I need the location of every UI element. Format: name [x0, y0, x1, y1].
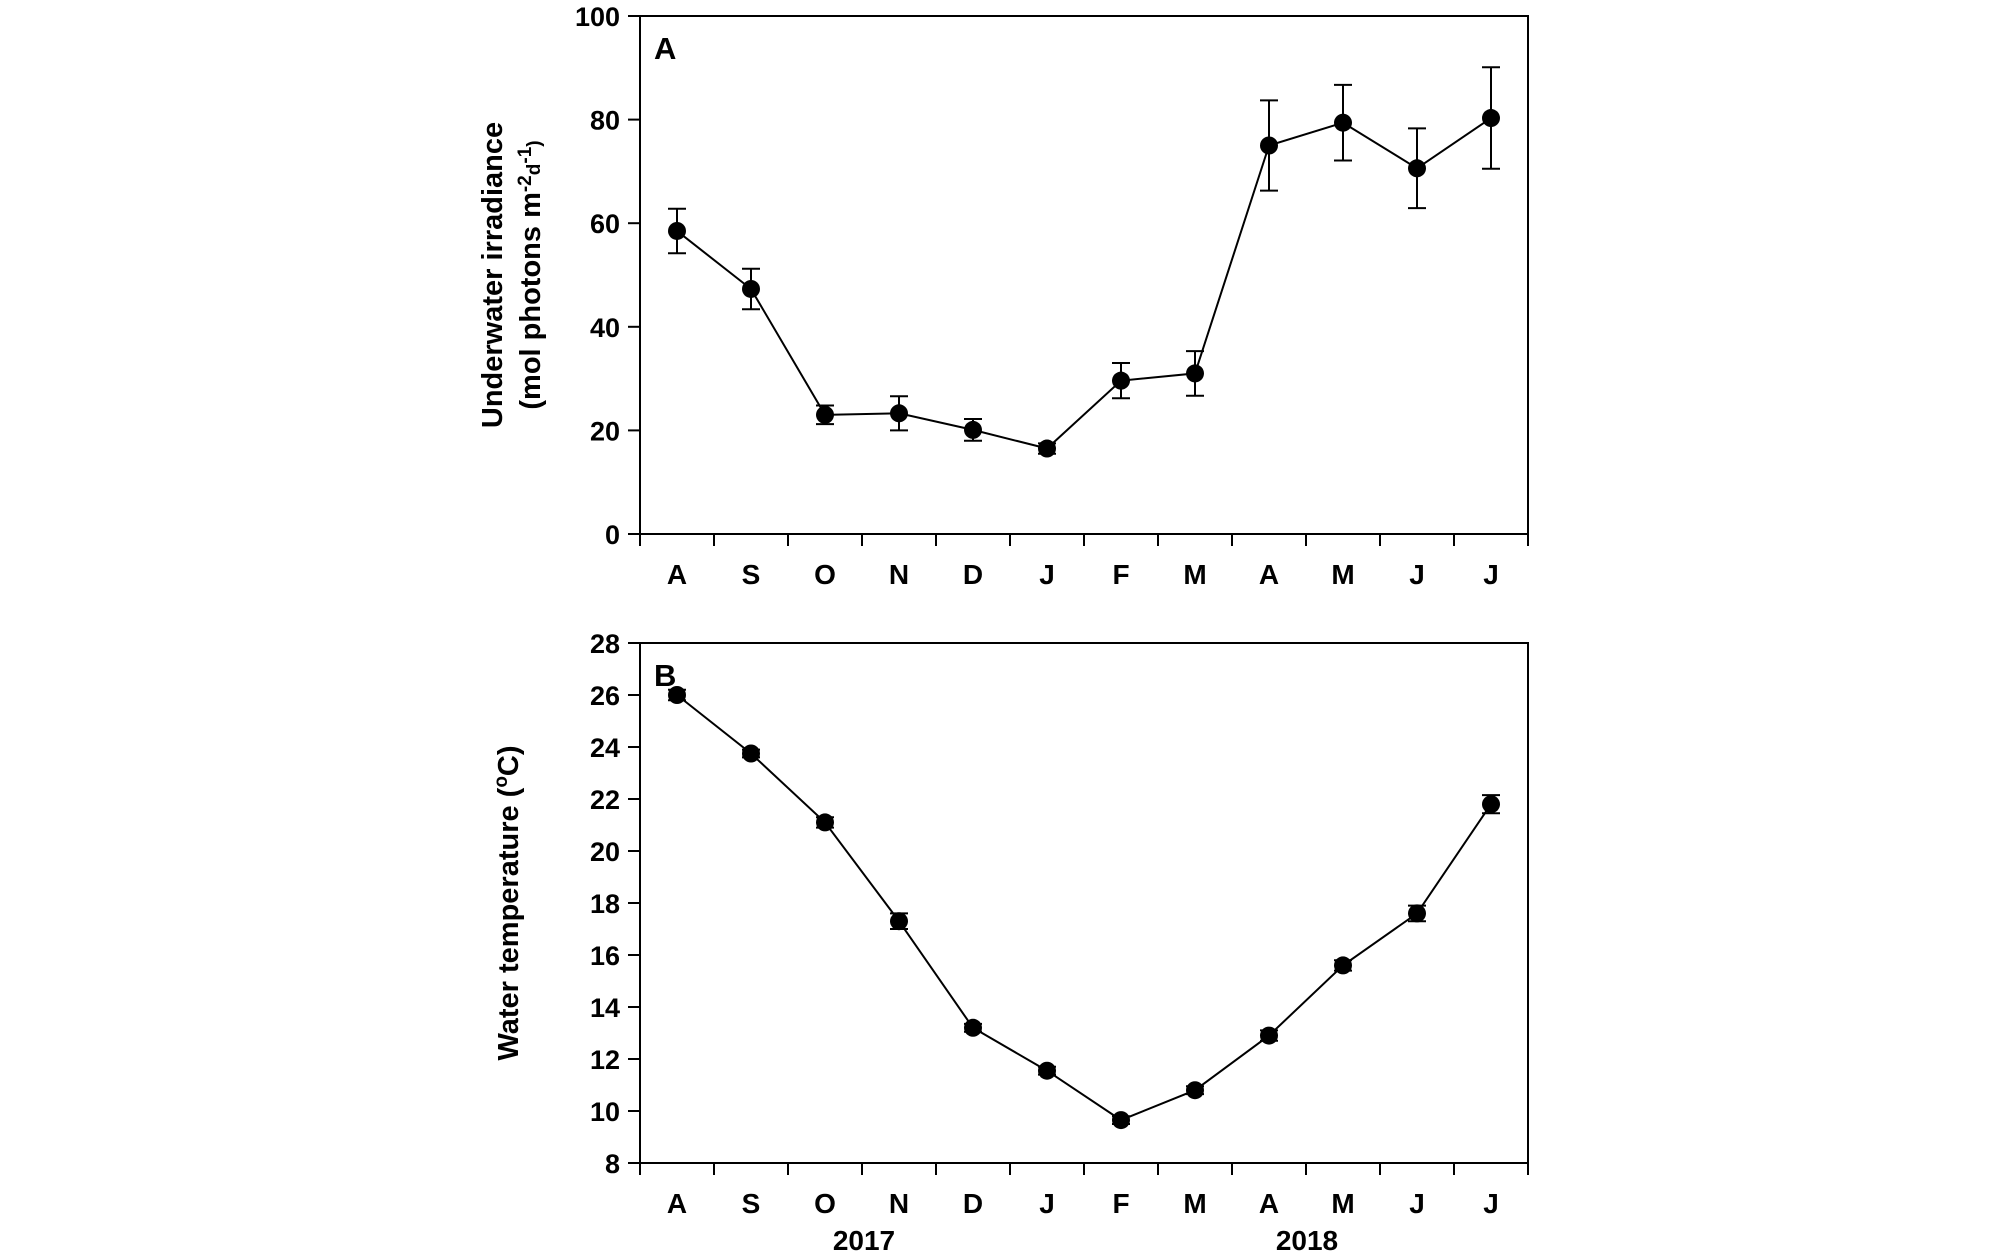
y-tick-label: 24	[590, 733, 620, 763]
y-axis-label-part: (mol photons m	[515, 192, 547, 409]
x-tick-label: S	[742, 1188, 761, 1219]
x-tick-label: J	[1483, 1188, 1499, 1219]
data-point	[890, 404, 908, 423]
data-point	[890, 912, 908, 931]
data-point	[964, 1018, 982, 1037]
data-point	[668, 686, 686, 704]
data-point	[668, 221, 686, 240]
data-point	[816, 405, 834, 424]
y-axis-label-line1: Underwater irradiance	[477, 122, 509, 428]
y-axis-label-line2: (mol photons m-2d-1)	[515, 140, 547, 409]
x-tick-label: M	[1183, 1188, 1206, 1219]
year-label-2017: 2017	[833, 1225, 895, 1256]
x-tick-label: J	[1039, 1188, 1055, 1219]
y-axis-label-part: -2	[515, 175, 536, 192]
x-tick-label: J	[1409, 1188, 1425, 1219]
panel-label: A	[654, 31, 676, 66]
y-tick-label: 12	[590, 1045, 620, 1075]
data-point	[742, 279, 760, 298]
data-point	[1408, 159, 1426, 178]
data-point	[1112, 371, 1130, 390]
x-tick-label: A	[667, 1188, 687, 1219]
y-axis-label-part: Water temperature (	[493, 787, 525, 1060]
series-line	[676, 694, 1492, 1122]
y-axis-label-part: C)	[493, 745, 525, 776]
x-tick-label: A	[667, 559, 687, 590]
data-point	[1038, 1061, 1056, 1080]
x-tick-label: M	[1183, 559, 1206, 590]
y-tick-label: 22	[590, 785, 620, 815]
y-tick-label: 100	[575, 2, 620, 32]
x-tick-label: F	[1112, 1188, 1129, 1219]
data-point	[1112, 1111, 1130, 1130]
y-axis-label: Water temperature (oC)	[491, 745, 525, 1060]
x-tick-label: O	[814, 559, 836, 590]
data-point	[816, 813, 834, 832]
data-point	[1482, 795, 1500, 814]
x-tick-label: O	[814, 1188, 836, 1219]
data-point	[1482, 109, 1500, 128]
series-line	[676, 117, 1492, 450]
panel-label: B	[654, 658, 676, 693]
y-tick-label: 18	[590, 889, 620, 919]
x-tick-label: M	[1331, 1188, 1354, 1219]
data-point	[1334, 956, 1352, 975]
x-tick-label: J	[1039, 559, 1055, 590]
x-tick-label: S	[742, 559, 761, 590]
x-tick-label: N	[889, 1188, 909, 1219]
x-tick-label: D	[963, 559, 983, 590]
y-tick-label: 10	[590, 1097, 620, 1127]
x-tick-label: F	[1112, 559, 1129, 590]
data-point	[1260, 136, 1278, 155]
x-tick-label: A	[1259, 559, 1279, 590]
year-label-2018: 2018	[1276, 1225, 1338, 1256]
data-point	[1186, 364, 1204, 383]
x-tick-label: N	[889, 559, 909, 590]
data-point	[1186, 1081, 1204, 1100]
data-point	[1038, 439, 1056, 458]
y-tick-label: 20	[590, 416, 620, 446]
y-axis-label-part: -1	[515, 146, 536, 163]
y-axis-label-part: d	[524, 164, 545, 176]
plot-frame	[639, 642, 1529, 1164]
y-tick-label: 80	[590, 106, 620, 136]
x-tick-label: D	[963, 1188, 983, 1219]
x-tick-label: J	[1483, 559, 1499, 590]
data-point	[1408, 904, 1426, 923]
y-tick-label: 40	[590, 313, 620, 343]
y-tick-label: 0	[605, 520, 620, 550]
data-point	[1260, 1026, 1278, 1045]
panel-a-irradiance-chart: 0 20 40 60 80 100 A S O N D J F M A M J J A Underwater irra…	[477, 2, 1529, 590]
y-tick-label: 14	[590, 993, 620, 1023]
plot-frame	[639, 15, 1529, 535]
data-point	[742, 744, 760, 763]
y-tick-label: 28	[590, 629, 620, 659]
y-tick-label: 26	[590, 681, 620, 711]
panel-b-temperature-chart: 8 10 12 14 16 18 20 22 24 26 28 A S O N D J F M A M J J B Water …	[491, 629, 1529, 1256]
y-tick-label: 60	[590, 209, 620, 239]
y-tick-label: 16	[590, 941, 620, 971]
y-tick-label: 20	[590, 837, 620, 867]
y-axis-label-part: o	[491, 776, 512, 788]
x-tick-label: J	[1409, 559, 1425, 590]
y-axis-label-part: )	[524, 140, 545, 146]
y-tick-label: 8	[605, 1149, 620, 1179]
data-point	[1334, 113, 1352, 132]
data-point	[964, 420, 982, 439]
x-tick-label: A	[1259, 1188, 1279, 1219]
x-tick-label: M	[1331, 559, 1354, 590]
